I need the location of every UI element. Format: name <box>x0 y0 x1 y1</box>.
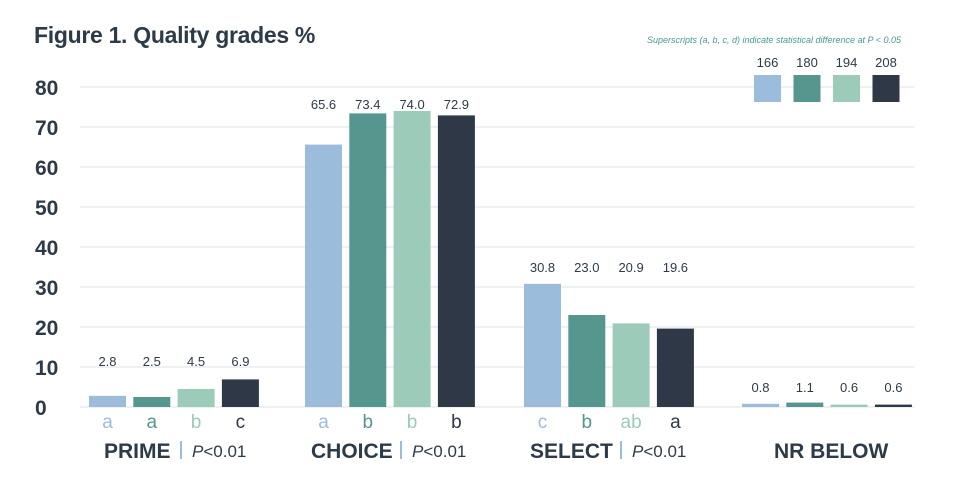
data-label: 0.8 <box>751 380 769 395</box>
bar <box>568 315 606 407</box>
p-value-label: P<0.01 <box>192 442 246 461</box>
p-symbol: P <box>632 442 644 461</box>
superscripts: a a b c a b b b c b ab a <box>102 412 681 433</box>
y-tick-label: 20 <box>35 317 58 340</box>
bar <box>874 404 912 407</box>
value-labels: 2.8 2.5 4.5 6.9 65.6 73.4 74.0 72.9 30.8 23.0 20.9… <box>98 97 902 395</box>
significance-superscript: b <box>582 412 593 433</box>
bar <box>133 397 171 407</box>
data-label: 19.6 <box>663 260 688 275</box>
y-axis-ticks: 0 10 20 30 40 50 60 70 80 <box>35 77 58 420</box>
p-symbol: P <box>192 442 204 461</box>
significance-note: Superscripts (a, b, c, d) indicate stati… <box>646 35 901 45</box>
p-value-text: <0.01 <box>423 442 466 461</box>
bar <box>393 111 431 407</box>
data-label: 74.0 <box>399 97 424 112</box>
bar <box>221 379 259 407</box>
legend-label: 180 <box>796 55 818 70</box>
legend-swatch <box>833 75 860 102</box>
data-label: 2.8 <box>98 354 116 369</box>
bar <box>656 328 694 407</box>
data-label: 6.9 <box>231 354 249 369</box>
bar <box>612 323 650 407</box>
bar <box>830 404 868 407</box>
legend-label: 194 <box>836 55 858 70</box>
y-tick-label: 50 <box>35 197 58 220</box>
significance-superscript: b <box>407 412 418 433</box>
category-label: CHOICE <box>311 440 393 463</box>
p-value-text: <0.01 <box>643 442 686 461</box>
data-label: 72.9 <box>444 97 469 112</box>
bar <box>305 144 342 407</box>
bars <box>89 111 912 408</box>
legend-label: 166 <box>757 55 779 70</box>
data-label: 65.6 <box>311 97 336 112</box>
significance-superscript: a <box>670 412 681 433</box>
y-tick-label: 70 <box>35 117 58 140</box>
bar <box>786 402 824 407</box>
data-label: 2.5 <box>143 354 161 369</box>
data-label: 0.6 <box>840 380 858 395</box>
data-label: 23.0 <box>574 260 599 275</box>
legend: 166 180 194 208 <box>754 55 900 102</box>
significance-superscript: b <box>191 412 202 433</box>
category-label: SELECT <box>530 440 613 463</box>
p-value-label: P<0.01 <box>412 442 466 461</box>
data-label: 4.5 <box>187 354 205 369</box>
y-tick-label: 10 <box>35 357 58 380</box>
data-label: 0.6 <box>884 380 902 395</box>
data-label: 30.8 <box>530 260 555 275</box>
bar <box>349 113 387 408</box>
significance-superscript: ab <box>621 412 642 433</box>
y-tick-label: 60 <box>35 157 58 180</box>
y-tick-label: 30 <box>35 277 58 300</box>
significance-superscript: a <box>147 412 158 433</box>
y-tick-label: 80 <box>35 77 58 100</box>
significance-superscript: b <box>363 412 374 433</box>
significance-superscript: c <box>236 412 246 433</box>
legend-swatch <box>793 75 821 102</box>
category-label: NR BELOW <box>774 440 889 463</box>
p-value-text: <0.01 <box>203 442 246 461</box>
data-label: 73.4 <box>355 97 380 112</box>
legend-label: 208 <box>875 55 897 70</box>
significance-superscript: a <box>102 412 113 433</box>
significance-superscript: b <box>451 412 462 433</box>
bar <box>177 389 215 407</box>
y-tick-label: 40 <box>35 237 58 260</box>
p-value-label: P<0.01 <box>632 442 686 461</box>
data-label: 1.1 <box>796 380 814 395</box>
legend-swatch <box>872 75 900 102</box>
category-labels: PRIME P<0.01 CHOICE P<0.01 SELECT P<0.01 NR BE… <box>104 440 889 463</box>
y-tick-label: 0 <box>35 397 47 420</box>
bar <box>742 403 779 407</box>
p-symbol: P <box>412 442 424 461</box>
significance-superscript: c <box>538 412 548 433</box>
data-label: 20.9 <box>618 260 643 275</box>
bar <box>89 395 126 407</box>
category-label: PRIME <box>104 440 171 463</box>
bar <box>437 115 475 408</box>
chart-title: Figure 1. Quality grades % <box>34 22 316 48</box>
significance-superscript: a <box>318 412 329 433</box>
legend-swatch <box>754 75 781 102</box>
bar <box>524 283 561 407</box>
